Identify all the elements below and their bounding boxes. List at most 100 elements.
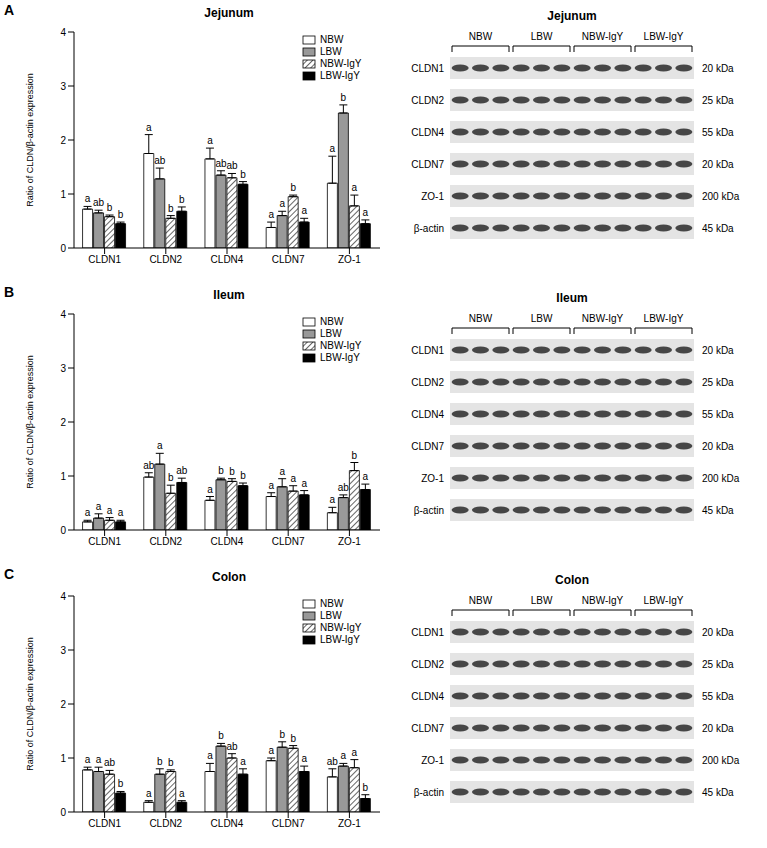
svg-text:20 kDa: 20 kDa [702,441,734,452]
svg-text:45 kDa: 45 kDa [702,505,734,516]
svg-text:Ratio of CLDN/β-actin expressi: Ratio of CLDN/β-actin expression [25,73,35,207]
svg-text:b: b [179,194,185,205]
svg-text:1: 1 [60,189,66,200]
svg-text:LBW-IgY: LBW-IgY [644,31,684,42]
svg-text:55 kDa: 55 kDa [702,691,734,702]
svg-text:ab: ab [327,756,339,767]
svg-text:20 kDa: 20 kDa [702,723,734,734]
svg-text:a: a [85,754,91,765]
svg-text:β-actin: β-actin [414,787,444,798]
svg-text:Ratio of CLDN/β-actin expressi: Ratio of CLDN/β-actin expression [25,637,35,771]
svg-text:a: a [268,745,274,756]
svg-text:CLDN2: CLDN2 [411,659,444,670]
svg-text:b: b [218,465,224,476]
svg-text:CLDN4: CLDN4 [411,409,444,420]
svg-text:a: a [96,501,102,512]
svg-text:ZO-1: ZO-1 [421,473,444,484]
svg-text:a: a [207,484,213,495]
svg-text:200 kDa: 200 kDa [702,473,740,484]
svg-text:ab: ab [338,482,350,493]
svg-text:20 kDa: 20 kDa [702,627,734,638]
svg-text:CLDN2: CLDN2 [149,818,182,829]
svg-text:55 kDa: 55 kDa [702,127,734,138]
svg-text:ZO-1: ZO-1 [421,755,444,766]
svg-text:a: a [146,788,152,799]
svg-text:CLDN4: CLDN4 [411,127,444,138]
svg-text:a: a [85,507,91,518]
svg-text:200 kDa: 200 kDa [702,191,740,202]
svg-text:Ileum: Ileum [556,291,587,305]
svg-text:β-actin: β-actin [414,505,444,516]
svg-text:4: 4 [60,309,66,320]
svg-text:CLDN4: CLDN4 [211,536,244,547]
svg-text:NBW-IgY: NBW-IgY [582,31,624,42]
svg-text:2: 2 [60,699,66,710]
svg-text:CLDN1: CLDN1 [411,63,444,74]
svg-text:a: a [363,471,369,482]
svg-text:β-actin: β-actin [414,223,444,234]
svg-text:a: a [352,182,358,193]
svg-text:b: b [168,472,174,483]
svg-text:LBW: LBW [531,313,553,324]
svg-text:CLDN1: CLDN1 [88,536,121,547]
svg-text:a: a [279,466,285,477]
svg-text:ab: ab [143,460,155,471]
svg-text:CLDN2: CLDN2 [411,95,444,106]
svg-text:b: b [363,782,369,793]
svg-text:45 kDa: 45 kDa [702,787,734,798]
svg-text:b: b [168,757,174,768]
svg-text:CLDN1: CLDN1 [88,818,121,829]
svg-text:25 kDa: 25 kDa [702,659,734,670]
svg-text:b: b [218,730,224,741]
svg-text:a: a [157,440,163,451]
svg-text:CLDN7: CLDN7 [272,818,305,829]
svg-text:20 kDa: 20 kDa [702,345,734,356]
svg-text:Ratio of CLDN/β-actin expressi: Ratio of CLDN/β-actin expression [25,355,35,489]
svg-text:2: 2 [60,417,66,428]
svg-text:CLDN2: CLDN2 [149,536,182,547]
svg-text:b: b [290,182,296,193]
svg-text:25 kDa: 25 kDa [702,95,734,106]
svg-text:55 kDa: 55 kDa [702,409,734,420]
svg-text:CLDN1: CLDN1 [411,627,444,638]
svg-text:NBW: NBW [469,313,493,324]
svg-text:b: b [240,169,246,180]
svg-text:25 kDa: 25 kDa [702,377,734,388]
svg-text:ZO-1: ZO-1 [338,818,361,829]
svg-text:ab: ab [154,155,166,166]
svg-text:ab: ab [93,197,105,208]
svg-text:ab: ab [104,757,116,768]
svg-text:b: b [107,202,113,213]
svg-text:b: b [290,733,296,744]
svg-text:a: a [146,122,152,133]
svg-text:a: a [85,193,91,204]
svg-text:a: a [301,205,307,216]
svg-text:1: 1 [60,471,66,482]
svg-text:a: a [330,143,336,154]
svg-text:b: b [118,778,124,789]
svg-text:200 kDa: 200 kDa [702,755,740,766]
svg-text:CLDN4: CLDN4 [211,254,244,265]
svg-text:CLDN2: CLDN2 [411,377,444,388]
svg-text:LBW: LBW [531,595,553,606]
svg-text:CLDN4: CLDN4 [211,818,244,829]
svg-text:a: a [179,788,185,799]
svg-text:b: b [157,756,163,767]
svg-text:ab: ab [176,465,188,476]
svg-text:Jejunum: Jejunum [547,9,596,23]
svg-text:4: 4 [60,27,66,38]
svg-text:0: 0 [60,243,66,254]
svg-text:b: b [229,466,235,477]
svg-text:NBW-IgY: NBW-IgY [582,595,624,606]
svg-text:b: b [168,203,174,214]
svg-text:LBW: LBW [531,31,553,42]
svg-text:a: a [341,750,347,761]
svg-text:a: a [279,198,285,209]
svg-text:1: 1 [60,753,66,764]
svg-text:CLDN1: CLDN1 [88,254,121,265]
svg-text:CLDN4: CLDN4 [411,691,444,702]
svg-text:CLDN1: CLDN1 [411,345,444,356]
svg-text:ZO-1: ZO-1 [421,191,444,202]
svg-text:a: a [96,754,102,765]
svg-text:ab: ab [215,158,227,169]
